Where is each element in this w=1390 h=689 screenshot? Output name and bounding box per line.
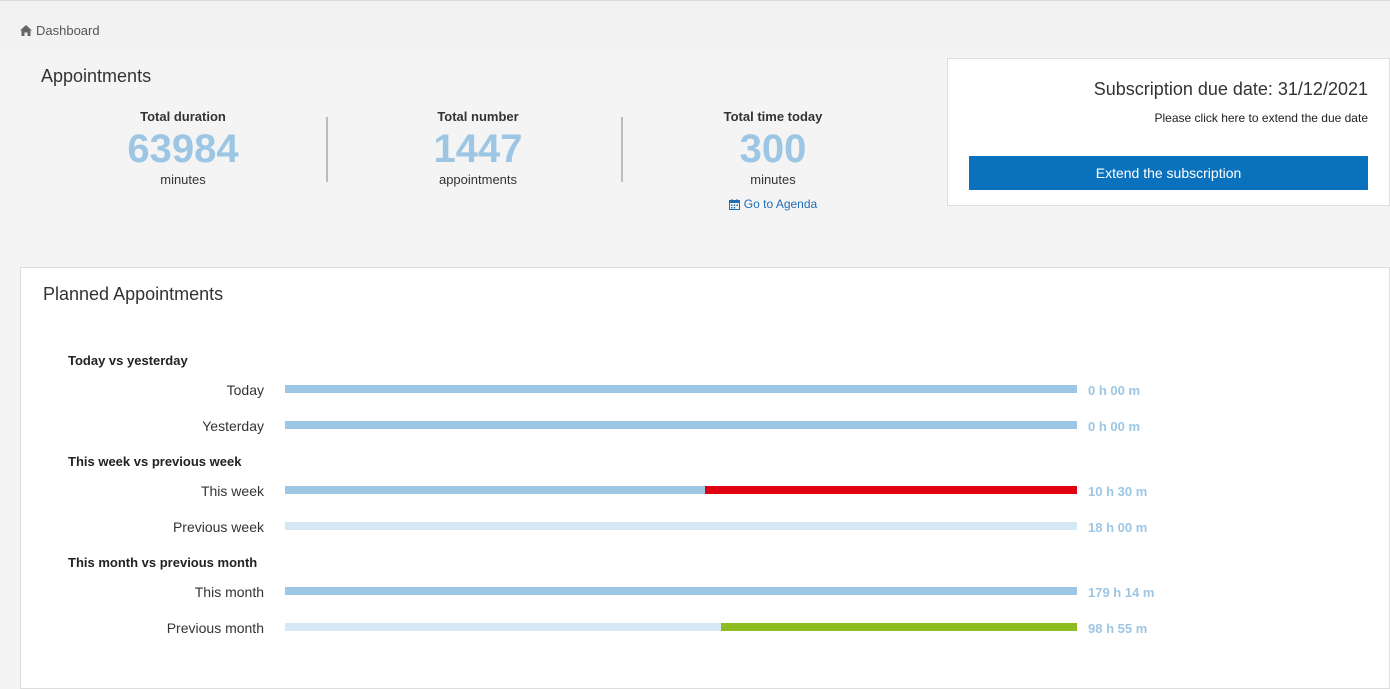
comparison-bar [285, 623, 1077, 631]
comparison-bar [285, 587, 1077, 595]
bar-fill [285, 486, 705, 494]
subscription-panel: Subscription due date: 31/12/2021 Please… [947, 58, 1390, 206]
bar-value: 179 h 14 m [1088, 585, 1155, 600]
breadcrumb-label[interactable]: Dashboard [36, 23, 100, 38]
bar-fill [285, 623, 721, 631]
comparison-group-title: This month vs previous month [68, 555, 258, 570]
comparison-group-title: This week vs previous week [68, 454, 242, 469]
go-to-agenda-link[interactable]: Go to Agenda [728, 197, 818, 211]
comparison-bar [285, 486, 1077, 494]
bar-value: 18 h 00 m [1088, 520, 1148, 535]
stat-value: 300 [739, 127, 807, 171]
stat-value: 1447 [433, 127, 523, 171]
stat-label: Total duration [140, 109, 226, 124]
stat-value: 63984 [127, 127, 239, 171]
breadcrumb-bar [0, 0, 1390, 48]
bar-row-label: Previous week [172, 519, 264, 535]
breadcrumb[interactable]: Dashboard [20, 23, 100, 38]
extend-hint-link[interactable]: Please click here to extend the due date [1154, 111, 1368, 125]
stat-unit: minutes [160, 172, 206, 187]
planned-appointments-title: Planned Appointments [43, 284, 224, 304]
stat-total-number: Total number 1447 appointments [358, 109, 598, 187]
stat-unit: appointments [438, 172, 518, 187]
stat-unit: minutes [750, 172, 796, 187]
bar-fill [285, 421, 1077, 429]
bar-fill [285, 385, 1077, 393]
stat-total-duration: Total duration 63984 minutes [63, 109, 303, 187]
bar-value: 0 h 00 m [1088, 419, 1141, 434]
bar-row-label: This week [200, 483, 264, 499]
stat-divider [326, 117, 328, 182]
stat-total-time-today: Total time today 300 minutes Go to Agend… [653, 109, 893, 215]
stat-label: Total time today [723, 109, 823, 124]
bar-value: 10 h 30 m [1088, 484, 1148, 499]
bar-row-label: Yesterday [202, 418, 264, 434]
stat-divider [621, 117, 623, 182]
comparison-bar [285, 522, 1077, 530]
extend-subscription-button[interactable]: Extend the subscription [969, 156, 1368, 190]
bar-value: 0 h 00 m [1088, 383, 1141, 398]
subscription-due-date: Subscription due date: 31/12/2021 [1093, 79, 1368, 99]
bar-row-label: Previous month [166, 620, 264, 636]
bar-value: 98 h 55 m [1088, 621, 1148, 636]
bar-row-label: Today [226, 382, 264, 398]
bar-row-label: This month [194, 584, 264, 600]
comparison-bar [285, 421, 1077, 429]
bar-fill [285, 522, 1077, 530]
bar-difference [704, 486, 1077, 494]
go-to-agenda-label[interactable]: Go to Agenda [743, 197, 818, 211]
home-icon [20, 25, 32, 36]
planned-appointments-panel: Planned Appointments Today vs yesterday T… [20, 267, 1390, 689]
appointments-title: Appointments [41, 66, 152, 86]
top-border [0, 0, 1390, 1]
bar-difference [720, 623, 1077, 631]
comparison-group-title: Today vs yesterday [68, 353, 188, 368]
stat-label: Total number [437, 109, 519, 124]
bar-fill [285, 587, 1077, 595]
calendar-icon [728, 198, 740, 210]
comparison-bar [285, 385, 1077, 393]
